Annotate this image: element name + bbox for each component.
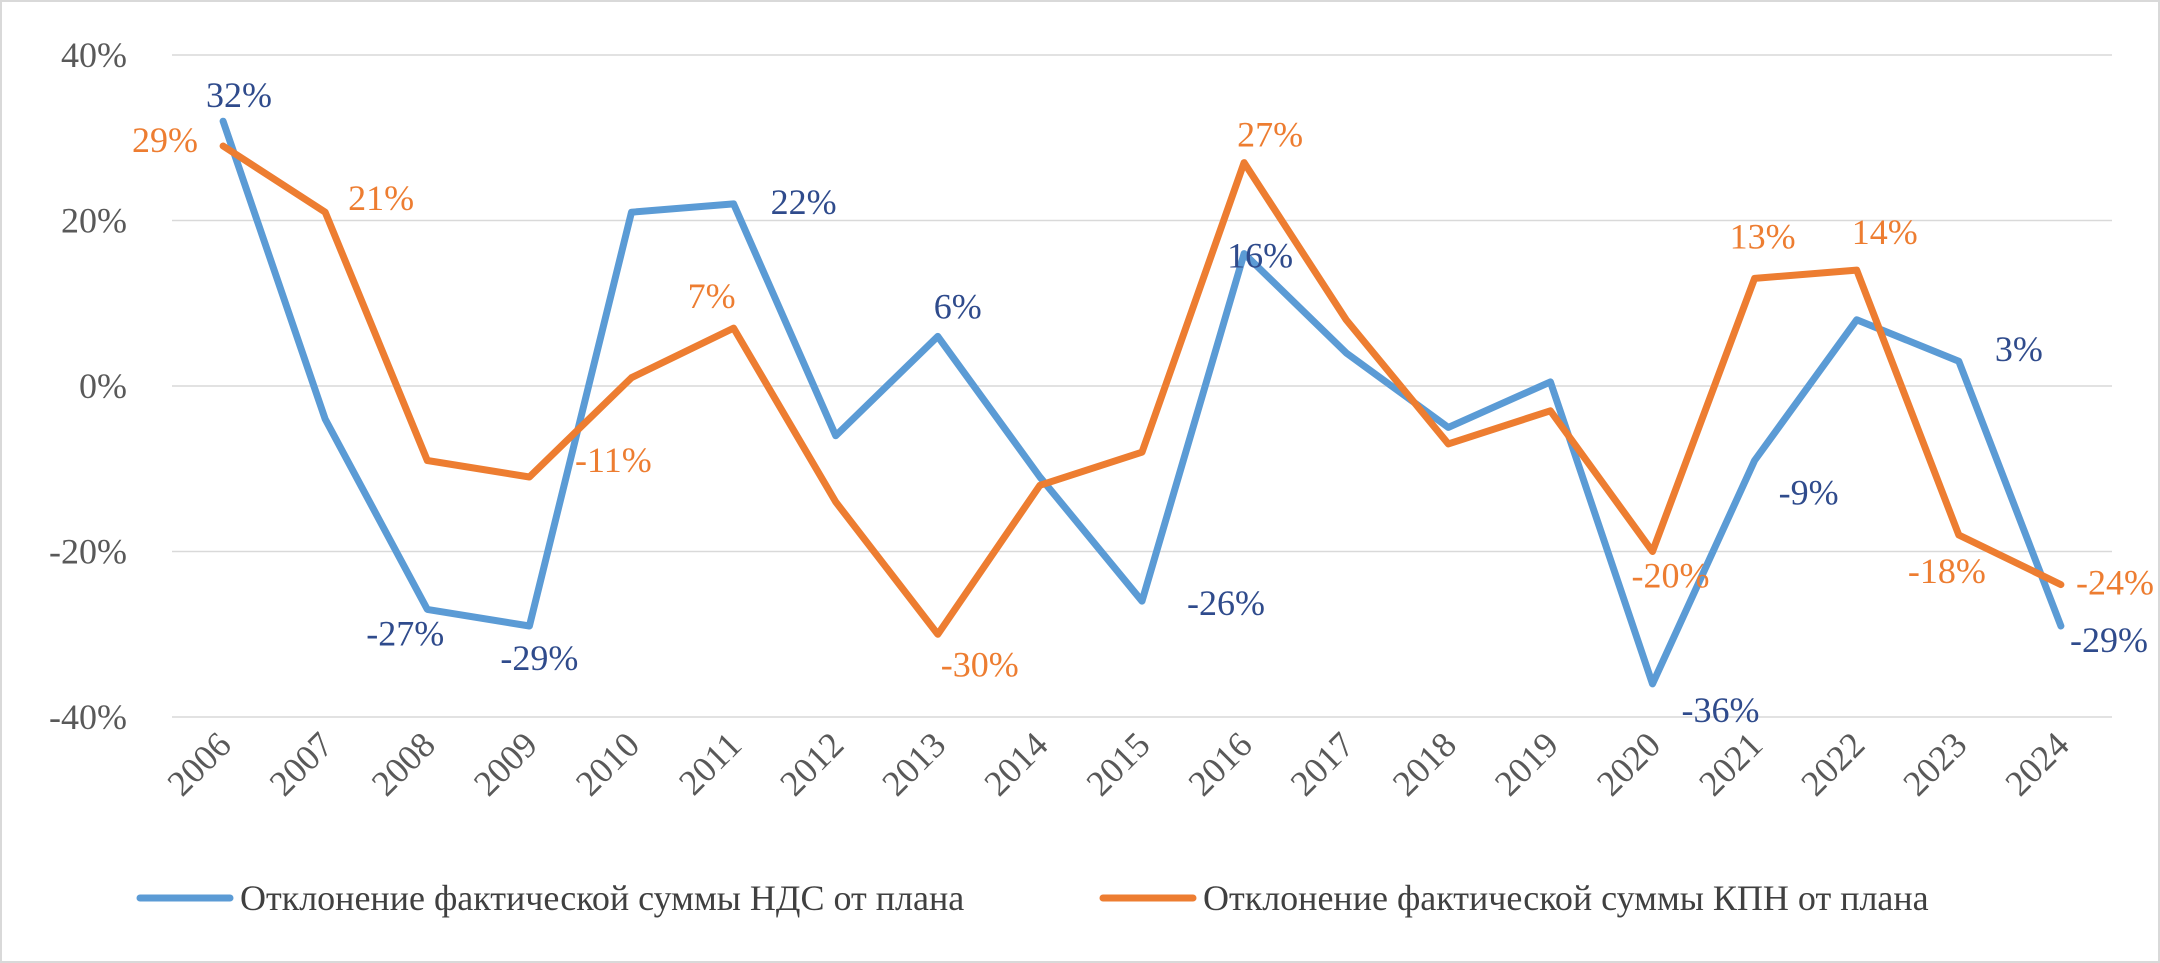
data-label: 13% — [1730, 216, 1796, 256]
y-tick-label: 40% — [61, 35, 127, 75]
x-tick-label: 2012 — [772, 724, 851, 803]
y-tick-label: 20% — [61, 201, 127, 241]
y-tick-label: 0% — [79, 366, 127, 406]
data-label: 6% — [934, 286, 982, 326]
x-tick-label: 2019 — [1487, 724, 1566, 803]
legend: Отклонение фактической суммы НДС от план… — [136, 878, 1929, 918]
grid-lines — [172, 54, 2112, 718]
x-tick-label: 2010 — [568, 724, 647, 803]
data-label: -20% — [1632, 556, 1710, 596]
data-label: 21% — [348, 178, 414, 218]
data-labels: 32% -27% -29% 22% 6% -26% 16% -36% -9% 3% -29% 29% 2… — [132, 75, 2154, 730]
x-tick-label: 2009 — [466, 724, 545, 803]
x-tick-label: 2008 — [364, 724, 443, 803]
data-label: -18% — [1908, 551, 1986, 591]
x-tick-label: 2022 — [1793, 724, 1872, 803]
x-tick-label: 2023 — [1895, 724, 1974, 803]
y-tick-label: -20% — [49, 532, 127, 572]
data-label: -24% — [2076, 563, 2154, 603]
y-tick-label: -40% — [49, 697, 127, 737]
series-lines — [219, 117, 2065, 688]
x-tick-label: 2018 — [1385, 724, 1464, 803]
x-tick-label: 2021 — [1691, 724, 1770, 803]
series-line-kpn — [219, 142, 2065, 638]
x-tick-label: 2014 — [976, 724, 1055, 803]
data-label: -30% — [941, 644, 1019, 684]
data-label: -29% — [500, 638, 578, 678]
data-label: 3% — [1995, 329, 2043, 369]
x-tick-label: 2016 — [1181, 724, 1260, 803]
data-label: 29% — [132, 120, 198, 160]
x-tick-label: 2020 — [1589, 724, 1668, 803]
data-label: 16% — [1227, 236, 1293, 276]
y-axis: -40% -20% 0% 20% 40% — [49, 35, 127, 737]
data-label: 27% — [1237, 115, 1303, 155]
data-label: -11% — [575, 440, 652, 480]
x-axis: 2006 2007 2008 2009 2010 2011 2012 2013 2014 2015… — [160, 724, 2077, 803]
x-tick-label: 2007 — [262, 724, 341, 803]
legend-label: Отклонение фактической суммы НДС от план… — [240, 878, 964, 918]
data-label: -26% — [1187, 583, 1265, 623]
data-label: 22% — [771, 182, 837, 222]
data-label: -29% — [2070, 620, 2148, 660]
data-label: -36% — [1682, 690, 1760, 730]
data-label: -27% — [366, 613, 444, 653]
x-tick-label: 2015 — [1078, 724, 1157, 803]
data-label: 32% — [206, 75, 272, 115]
data-label: 7% — [688, 276, 736, 316]
x-tick-label: 2006 — [160, 724, 239, 803]
x-tick-label: 2011 — [671, 724, 749, 802]
data-label: 14% — [1852, 212, 1918, 252]
data-label: -9% — [1779, 472, 1839, 512]
legend-label: Отклонение фактической суммы КПН от план… — [1203, 878, 1929, 918]
series-line-nds — [219, 117, 2065, 688]
x-tick-label: 2024 — [1997, 724, 2076, 803]
x-tick-label: 2017 — [1283, 724, 1362, 803]
x-tick-label: 2013 — [874, 724, 953, 803]
